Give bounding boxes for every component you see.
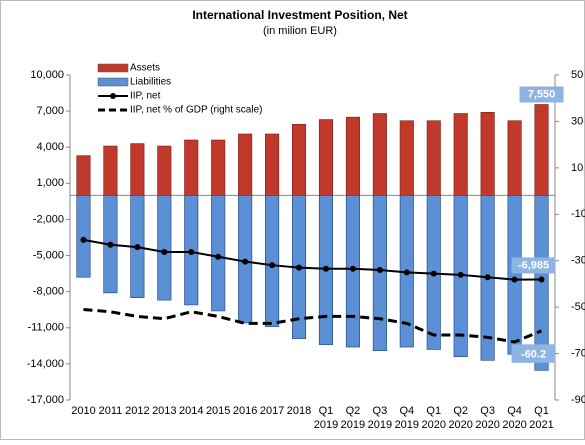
legend-swatch <box>97 77 129 87</box>
marker <box>107 241 114 248</box>
legend-marker <box>110 93 116 99</box>
marker <box>430 270 437 277</box>
value-label: -6,985 <box>518 259 549 271</box>
bar <box>157 195 172 301</box>
chart-subtitle: (in milion EUR) <box>263 25 337 37</box>
x-tick-label: 2011 <box>99 405 123 417</box>
x-tick-label: Q2 2020 <box>448 405 472 431</box>
legend-label: IIP, net <box>130 91 161 102</box>
value-label-box <box>511 257 556 274</box>
x-tick-label: Q3 2019 <box>368 405 392 431</box>
x-tick-label: 2012 <box>125 405 149 417</box>
y2-tick-label: -50 <box>571 301 585 313</box>
x-tick-label: Q2 2019 <box>341 405 365 431</box>
marker <box>322 265 329 272</box>
y2-tick-label: 50 <box>571 69 583 81</box>
bar <box>372 195 387 351</box>
x-tick-label: 2016 <box>233 405 257 417</box>
bar <box>507 120 522 196</box>
bar <box>372 113 387 196</box>
marker <box>484 274 491 281</box>
bar <box>426 120 441 196</box>
y-tick-label: 10,000 <box>30 69 64 81</box>
marker <box>269 262 276 269</box>
x-tick-label: 2014 <box>179 405 203 417</box>
bar <box>265 133 280 196</box>
legend-label: Assets <box>130 63 160 74</box>
legend-label: IIP, net % of GDP (right scale) <box>130 105 262 116</box>
y2-tick-label: -90 <box>571 394 585 406</box>
marker <box>80 236 87 243</box>
bar <box>211 195 226 312</box>
y2-tick-label: -30 <box>571 255 585 267</box>
value-label: 7,550 <box>528 88 556 100</box>
bar <box>130 143 145 196</box>
y-tick-label: -17,000 <box>27 394 64 406</box>
y-tick-label: -2,000 <box>33 213 64 225</box>
marker <box>457 271 464 278</box>
marker <box>349 265 356 272</box>
y2-tick-label: -10 <box>571 208 585 220</box>
bar <box>76 155 91 196</box>
legend-label: Liabilities <box>130 77 171 88</box>
marker <box>134 244 141 251</box>
legend-swatch <box>97 63 129 73</box>
x-tick-label: Q1 2020 <box>422 405 446 431</box>
marker <box>215 253 222 260</box>
y-tick-label: 7,000 <box>36 105 64 117</box>
marker <box>538 276 545 283</box>
bar <box>480 112 495 196</box>
x-tick-label: 2015 <box>206 405 230 417</box>
y-tick-label: -5,000 <box>33 249 64 261</box>
y2-tick-label: 30 <box>571 115 583 127</box>
value-label: -60.2 <box>521 349 546 361</box>
x-tick-label: Q1 2021 <box>529 405 553 431</box>
x-tick-label: Q4 2020 <box>502 405 526 431</box>
line <box>83 238 542 281</box>
marker <box>376 267 383 273</box>
bar <box>291 124 307 196</box>
y-tick-label: 1,000 <box>36 177 64 189</box>
chart-title: International Investment Position, Net <box>192 8 407 22</box>
bar <box>157 145 172 196</box>
x-tick-label: Q4 2019 <box>395 405 419 431</box>
bar <box>211 139 226 196</box>
x-tick-label: 2010 <box>71 405 95 417</box>
bar <box>238 133 253 196</box>
y-tick-label: 4,000 <box>36 141 64 153</box>
marker <box>511 276 518 283</box>
y-tick-label: -11,000 <box>28 322 65 334</box>
x-tick-label: 2013 <box>152 405 176 417</box>
marker <box>242 258 249 265</box>
x-tick-label: 2018 <box>287 405 311 417</box>
x-tick-label: 2017 <box>260 405 284 417</box>
dashed-line <box>83 307 543 344</box>
y2-tick-label: -70 <box>571 347 585 359</box>
value-label-box <box>519 86 564 103</box>
bar <box>534 195 549 371</box>
bar <box>76 195 91 278</box>
y-tick-label: -14,000 <box>27 358 64 370</box>
x-tick-label: Q1 2019 <box>314 405 338 431</box>
bar <box>534 104 549 196</box>
bar <box>399 120 414 196</box>
bar <box>103 145 118 196</box>
marker <box>188 248 195 255</box>
bar <box>184 139 199 196</box>
bar <box>318 119 334 196</box>
marker <box>403 269 410 276</box>
value-label-box <box>511 346 556 363</box>
marker <box>161 248 168 255</box>
y2-tick-label: 10 <box>571 162 583 174</box>
bar <box>265 195 280 327</box>
x-tick-label: Q3 2020 <box>475 405 499 431</box>
marker <box>296 264 303 271</box>
bar <box>507 195 522 355</box>
bar <box>453 113 468 196</box>
y-tick-label: -8,000 <box>33 286 64 298</box>
bar <box>345 116 360 196</box>
